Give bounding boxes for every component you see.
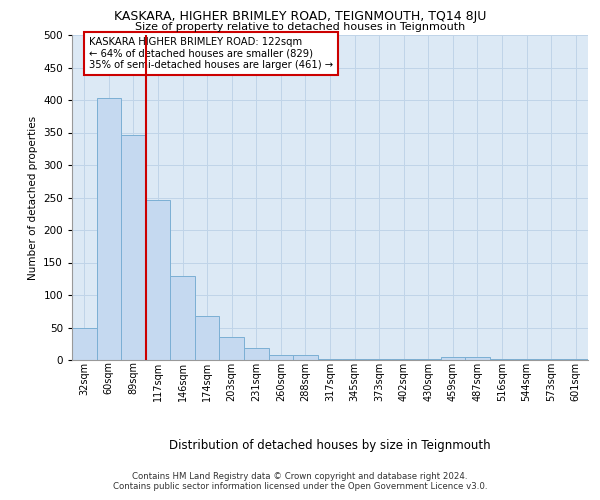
Bar — [244, 348, 269, 360]
Text: Contains HM Land Registry data © Crown copyright and database right 2024.: Contains HM Land Registry data © Crown c… — [132, 472, 468, 481]
Bar — [170, 276, 195, 360]
Bar — [121, 135, 146, 360]
Text: Distribution of detached houses by size in Teignmouth: Distribution of detached houses by size … — [169, 440, 491, 452]
Bar — [146, 200, 170, 360]
Bar — [490, 358, 514, 360]
Bar — [72, 328, 97, 360]
Bar — [563, 358, 588, 360]
Bar — [195, 316, 220, 360]
Text: Contains public sector information licensed under the Open Government Licence v3: Contains public sector information licen… — [113, 482, 487, 491]
Text: KASKARA HIGHER BRIMLEY ROAD: 122sqm
← 64% of detached houses are smaller (829)
3: KASKARA HIGHER BRIMLEY ROAD: 122sqm ← 64… — [89, 37, 334, 70]
Text: KASKARA, HIGHER BRIMLEY ROAD, TEIGNMOUTH, TQ14 8JU: KASKARA, HIGHER BRIMLEY ROAD, TEIGNMOUTH… — [114, 10, 486, 23]
Bar — [465, 357, 490, 360]
Bar — [440, 357, 465, 360]
Y-axis label: Number of detached properties: Number of detached properties — [28, 116, 38, 280]
Bar — [318, 358, 342, 360]
Bar — [97, 98, 121, 360]
Bar — [269, 356, 293, 360]
Text: Size of property relative to detached houses in Teignmouth: Size of property relative to detached ho… — [135, 22, 465, 32]
Bar — [220, 337, 244, 360]
Bar — [293, 356, 318, 360]
